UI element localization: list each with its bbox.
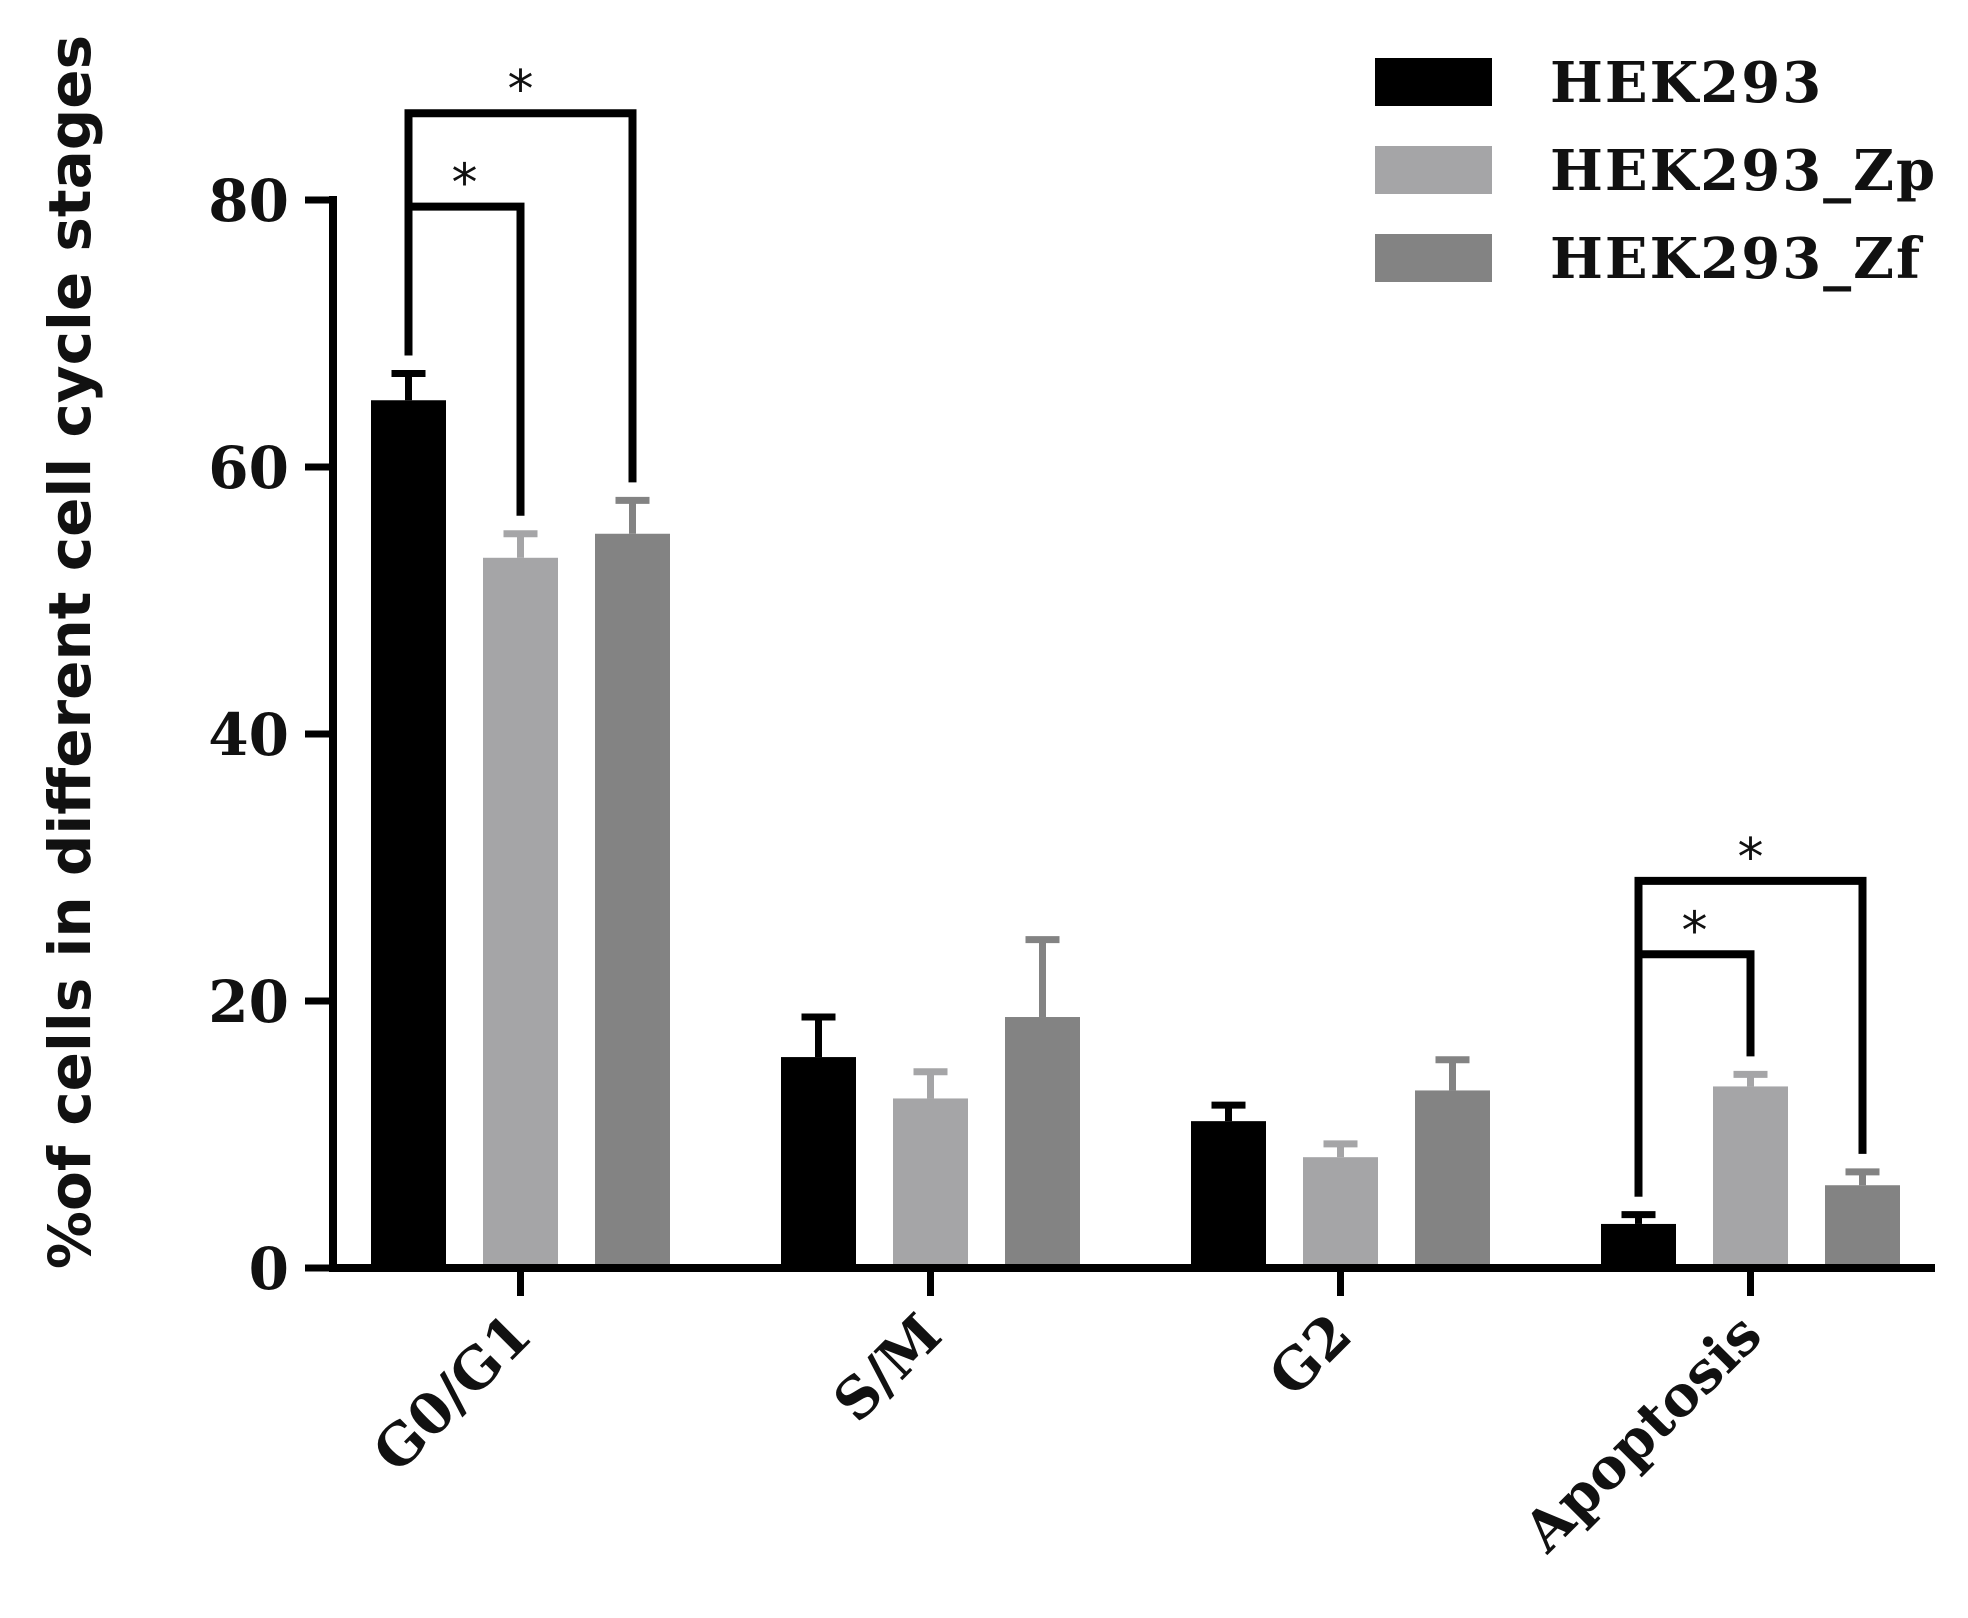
error-bar-hek293-zp-apoptosis bbox=[1733, 1070, 1768, 1087]
y-axis-title: %of cells in different cell cycle stages bbox=[36, 35, 104, 1269]
error-bar-hek293-g0-g1 bbox=[391, 370, 426, 401]
significance-label: * bbox=[1682, 901, 1708, 961]
significance-label: * bbox=[452, 154, 478, 214]
error-bar-hek293-g2 bbox=[1211, 1101, 1246, 1122]
error-bars-group bbox=[391, 370, 1880, 1224]
y-tick-label-20: 20 bbox=[208, 968, 289, 1036]
error-bar-hek293-zf-g0-g1 bbox=[615, 496, 650, 534]
significance-bracket-apoptosis-4: * bbox=[1634, 828, 1867, 1197]
legend-swatch bbox=[1375, 234, 1492, 282]
x-ticks-group: G0/G1 S/M G2 Apoptosis bbox=[361, 1268, 1774, 1565]
axes-group bbox=[329, 196, 1935, 1272]
y-tick-label-0: 0 bbox=[249, 1235, 289, 1303]
x-tick-label-apoptosis: Apoptosis bbox=[1510, 1301, 1774, 1565]
error-bar-hek293-zp-s-m bbox=[913, 1068, 948, 1099]
y-ticks-group: 0 20 40 60 80 bbox=[208, 167, 333, 1303]
legend-label: HEK293_Zp bbox=[1550, 138, 1937, 204]
error-bar-hek293-zp-g2 bbox=[1323, 1140, 1358, 1158]
bar-hek293-zf-s-m bbox=[1005, 1017, 1080, 1268]
x-tick-label-g0-g1: G0/G1 bbox=[361, 1301, 545, 1485]
legend: HEK293 HEK293_Zp HEK293_Zf bbox=[1375, 50, 1937, 292]
error-bar-hek293-s-m bbox=[801, 1013, 836, 1058]
y-tick-label-60: 60 bbox=[208, 434, 289, 502]
significance-bracket-g0-g1-2: * bbox=[404, 60, 637, 483]
error-bar-hek293-zp-g0-g1 bbox=[503, 530, 538, 558]
legend-item-hek293: HEK293 bbox=[1375, 50, 1823, 116]
legend-item-hek293-zp: HEK293_Zp bbox=[1375, 138, 1937, 204]
bar-hek293-zf-g2 bbox=[1415, 1090, 1490, 1268]
x-tick-label-g2: G2 bbox=[1256, 1301, 1364, 1409]
y-tick-label-80: 80 bbox=[208, 167, 289, 235]
error-bar-hek293-zf-s-m bbox=[1025, 936, 1060, 1018]
bar-hek293-zp-apoptosis bbox=[1713, 1086, 1788, 1268]
error-bar-hek293-zf-g2 bbox=[1435, 1056, 1470, 1091]
bar-hek293-zf-g0-g1 bbox=[595, 533, 670, 1268]
bar-hek293-g0-g1 bbox=[371, 400, 446, 1268]
legend-label: HEK293_Zf bbox=[1550, 226, 1924, 292]
y-axis-title-group: %of cells in different cell cycle stages bbox=[36, 35, 104, 1269]
x-tick-label-s-m: S/M bbox=[821, 1301, 955, 1435]
error-bar-hek293-apoptosis bbox=[1621, 1211, 1656, 1224]
legend-label: HEK293 bbox=[1550, 50, 1823, 116]
bar-hek293-s-m bbox=[781, 1057, 856, 1268]
significance-label: * bbox=[1738, 828, 1764, 888]
significance-label: * bbox=[508, 60, 534, 120]
bar-hek293-g2 bbox=[1191, 1121, 1266, 1268]
bar-hek293-zp-s-m bbox=[893, 1098, 968, 1268]
legend-swatch bbox=[1375, 146, 1492, 194]
bar-hek293-zp-g0-g1 bbox=[483, 557, 558, 1268]
error-bar-hek293-zf-apoptosis bbox=[1845, 1168, 1880, 1186]
significance-group: * * * * bbox=[404, 60, 1867, 1197]
y-tick-label-40: 40 bbox=[208, 701, 289, 769]
bar-hek293-apoptosis bbox=[1601, 1223, 1676, 1268]
legend-item-hek293-zf: HEK293_Zf bbox=[1375, 226, 1924, 292]
legend-swatch bbox=[1375, 58, 1492, 106]
bar-hek293-zf-apoptosis bbox=[1825, 1185, 1900, 1268]
bars-group bbox=[371, 400, 1900, 1268]
bar-hek293-zp-g2 bbox=[1303, 1157, 1378, 1268]
